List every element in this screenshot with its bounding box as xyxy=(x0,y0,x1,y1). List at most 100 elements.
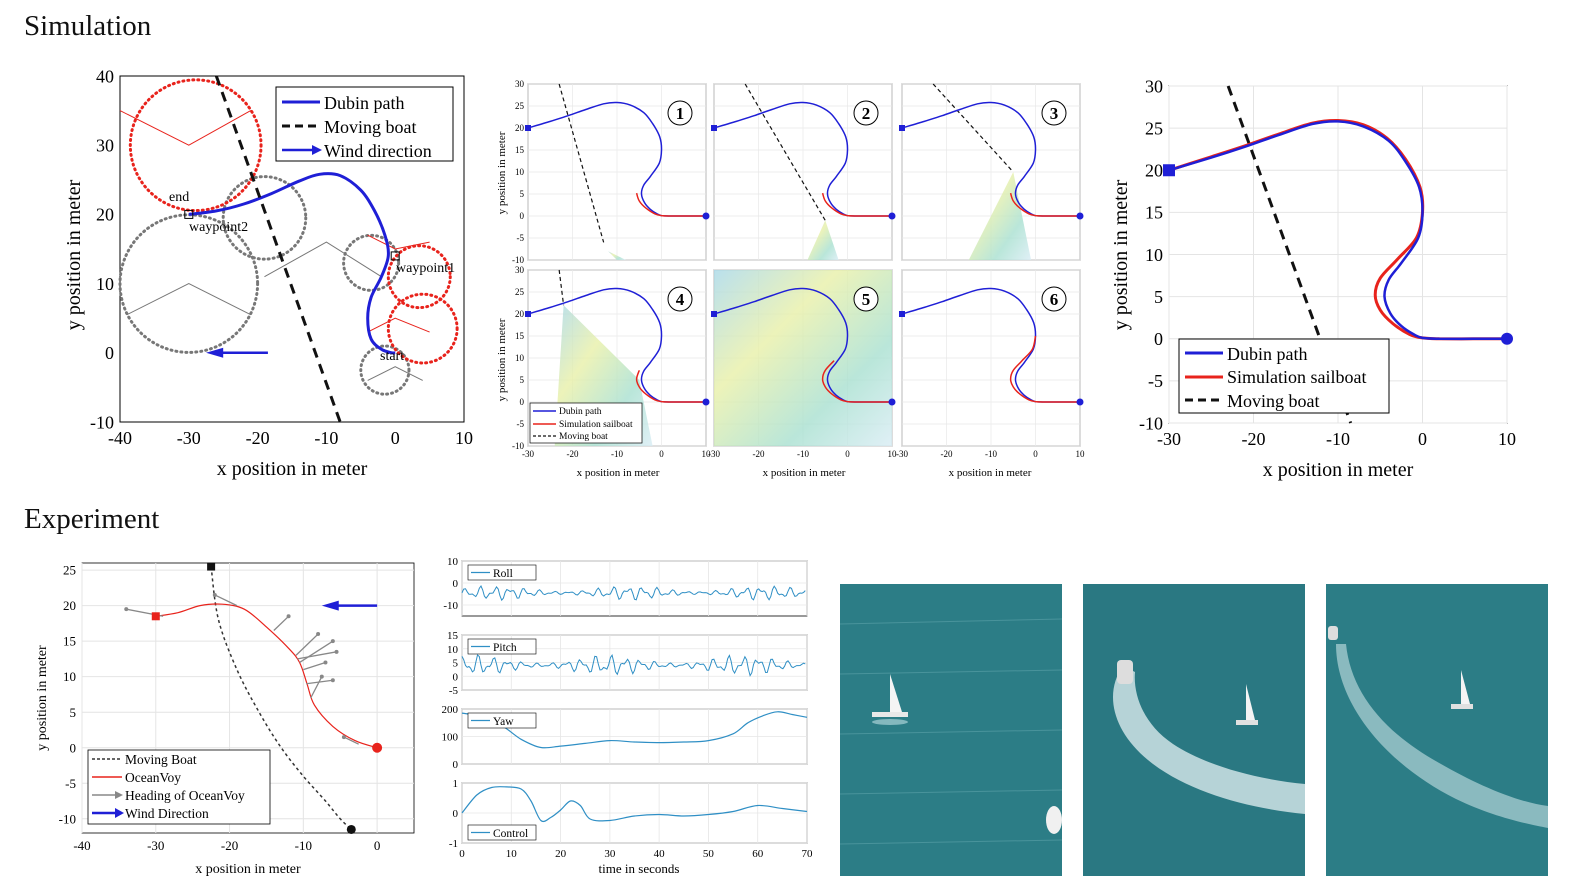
x-axis-label-1: x position in meter xyxy=(577,467,660,479)
moving-boat-start-marker xyxy=(207,562,216,571)
x-axis-label: x position in meter xyxy=(217,458,368,480)
x-tick-label: -20 xyxy=(941,449,953,459)
y-tick-label: 25 xyxy=(515,101,525,111)
wind-direction-icon xyxy=(321,600,339,611)
legend-moving-label: Moving boat xyxy=(1227,391,1320,411)
ts-legend-box xyxy=(467,638,537,655)
legend-moving-label: Moving boat xyxy=(324,117,417,137)
y-tick-label: 5 xyxy=(520,375,525,385)
x-tick-label: 40 xyxy=(654,848,666,860)
photo-sailboat-2 xyxy=(1083,584,1305,876)
y-tick-label: 20 xyxy=(515,123,525,133)
y-tick-label: -5 xyxy=(517,419,525,429)
legend-dubin-label: Dubin path xyxy=(324,93,405,113)
x-tick-label: 10 xyxy=(455,428,473,448)
timeseries-panel-yaw: 0 100 200 Yaw xyxy=(442,704,808,771)
start-marker xyxy=(1076,398,1084,406)
turning-circle xyxy=(118,213,260,354)
heading-arrow xyxy=(343,736,359,745)
y-tick-label: 0 xyxy=(105,343,114,363)
frame-number-badge xyxy=(853,286,879,312)
photo-sailboat-3 xyxy=(1326,584,1548,876)
y-tick-label: -10 xyxy=(512,441,524,451)
y-tick-label: 15 xyxy=(447,630,459,642)
y-tick-label: -5 xyxy=(517,233,525,243)
sailboat-track xyxy=(821,360,892,403)
sim-planner-chart: -40 -30 -20 -10 0 10 -10 0 10 20 30 40 x position i… xyxy=(63,66,473,480)
ts-legend-label: Yaw xyxy=(493,716,514,728)
x-axis-label: x position in meter xyxy=(195,862,301,877)
y-tick-label: 200 xyxy=(442,704,459,716)
sail-angle-line xyxy=(264,241,382,278)
sim-result-chart: -30 -20 -10 0 10 -10 -5 0 5 10 15 20 25 30 x position… xyxy=(1110,76,1516,481)
ts-line-roll xyxy=(461,584,806,602)
annotation-waypoint1: waypoint1 xyxy=(396,261,455,276)
x-tick-label: 10 xyxy=(506,848,518,860)
boat-wake xyxy=(1336,644,1548,828)
x-axis-label: x position in meter xyxy=(1263,459,1414,481)
x-tick-label: 0 xyxy=(391,428,400,448)
y-tick-label: -5 xyxy=(65,776,76,791)
y-tick-label: 10 xyxy=(1145,245,1163,265)
x-tick-label: 10 xyxy=(702,449,712,459)
frame-number-badge xyxy=(1041,100,1067,126)
y-tick-label: -10 xyxy=(512,255,524,265)
y-tick-label: -1 xyxy=(449,838,458,850)
ts-legend-box xyxy=(467,564,537,581)
y-tick-label: 40 xyxy=(96,66,114,86)
sailboat-track xyxy=(1009,335,1080,403)
y-tick-label: 100 xyxy=(442,732,459,744)
sailboat-track xyxy=(1009,192,1080,217)
y-tick-label: 5 xyxy=(70,705,77,720)
y-axis-label: y position in meter xyxy=(63,179,85,330)
x-tick-label: -10 xyxy=(985,449,997,459)
sailboat-icon xyxy=(872,674,908,725)
y-tick-label: 30 xyxy=(96,136,114,156)
series-dubin-path xyxy=(188,172,396,355)
waypoint1-marker xyxy=(390,251,400,261)
y-tick-label: 0 xyxy=(520,397,525,407)
ts-line-yaw xyxy=(461,711,808,749)
x-tick-label: -20 xyxy=(753,449,765,459)
sampling-fan xyxy=(807,220,839,260)
legend-wind-arrowhead xyxy=(115,808,124,818)
moving-boat-line xyxy=(744,83,826,221)
y-tick-label: 0 xyxy=(70,740,77,755)
x-tick-label: -20 xyxy=(1242,429,1266,449)
y-tick-label: 10 xyxy=(96,274,114,294)
y-tick-label: -5 xyxy=(1148,371,1163,391)
frames-legend-moving-label: Moving boat xyxy=(559,432,608,442)
y-tick-label: 0 xyxy=(453,808,459,820)
annotation-end: end xyxy=(169,190,189,205)
sail-angle-line xyxy=(367,366,423,381)
series-oceanvoy xyxy=(155,603,378,749)
end-marker xyxy=(899,311,905,317)
y-tick-label: 30 xyxy=(1145,76,1163,96)
start-marker xyxy=(1076,212,1084,220)
series-dubin-path xyxy=(1168,120,1507,341)
sail-angle-line xyxy=(119,110,251,146)
x-tick-label: 0 xyxy=(845,449,850,459)
heading-arrow xyxy=(214,594,238,607)
experiment-heading: Experiment xyxy=(24,503,160,535)
sailboat-icon xyxy=(1236,684,1258,725)
ts-line-pitch xyxy=(461,654,806,677)
y-axis-label-bottom: y position in meter xyxy=(496,318,508,401)
legend-heading-arrowhead xyxy=(115,791,123,799)
frame-panel-6: 6 -30 -20 -10 0 10 xyxy=(896,269,1085,459)
turning-circle xyxy=(128,78,263,213)
legend-oceanvoy-label: OceanVoy xyxy=(125,770,181,785)
x-tick-label: -40 xyxy=(73,838,90,853)
ts-legend-label: Roll xyxy=(493,568,513,580)
y-tick-label: 1 xyxy=(453,778,459,790)
x-tick-label: 70 xyxy=(802,848,814,860)
heading-arrowhead xyxy=(319,674,324,679)
x-tick-label: -10 xyxy=(611,449,623,459)
start-marker xyxy=(1501,332,1513,345)
y-tick-label: 15 xyxy=(63,634,76,649)
sailboat-icon xyxy=(1451,670,1473,709)
y-tick-label: 25 xyxy=(1145,118,1163,138)
frame-number-badge xyxy=(667,100,693,126)
motorboat-icon xyxy=(1328,626,1338,640)
x-tick-label: 0 xyxy=(659,449,664,459)
